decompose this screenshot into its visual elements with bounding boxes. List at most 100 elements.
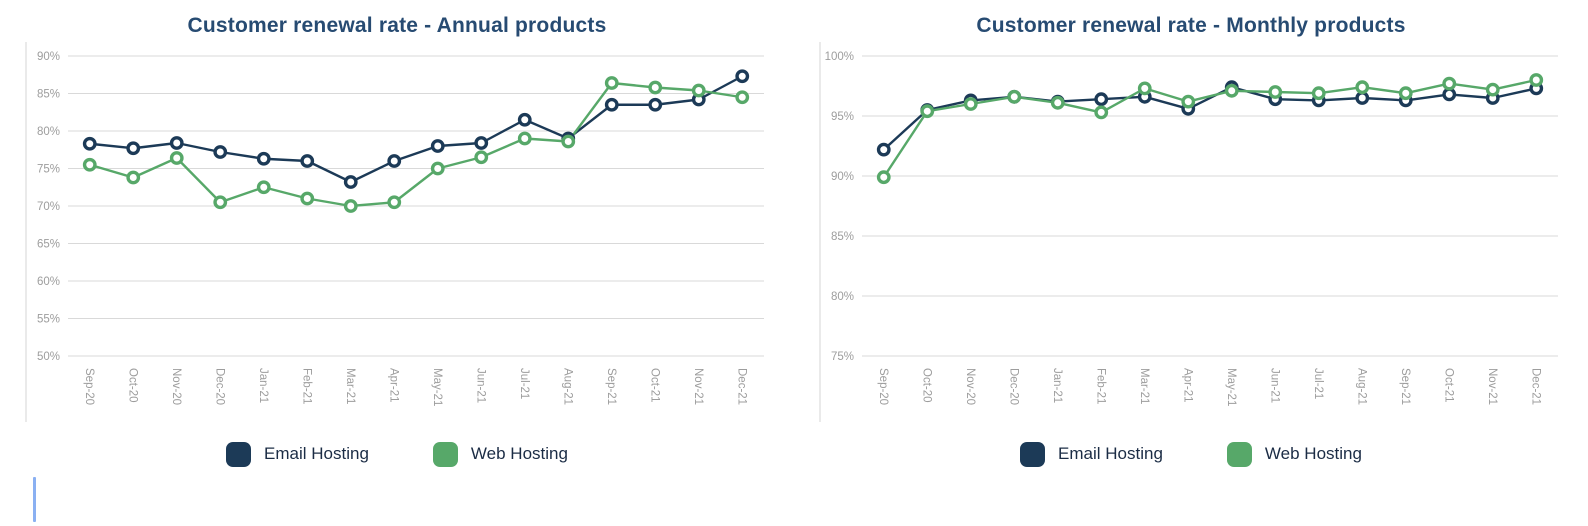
series-line-email-hosting: [88, 75, 744, 184]
data-point-web-hosting[interactable]: [1007, 89, 1022, 104]
y-tick-label: 95%: [831, 111, 854, 123]
data-point-web-hosting[interactable]: [517, 131, 532, 146]
data-point-email-hosting[interactable]: [735, 69, 750, 84]
legend-item-email-hosting[interactable]: Email Hosting: [226, 441, 369, 467]
chart-title-annual: Customer renewal rate - Annual products: [187, 14, 607, 37]
x-tick-label: May-21: [1225, 368, 1237, 406]
x-tick-label: Oct-21: [1442, 368, 1454, 403]
x-tick-label: Dec-21: [735, 368, 747, 405]
data-point-web-hosting[interactable]: [1529, 73, 1544, 87]
legend-monthly: Email Hosting Web Hosting: [794, 438, 1588, 470]
data-point-web-hosting[interactable]: [126, 170, 141, 185]
data-point-web-hosting[interactable]: [691, 83, 706, 98]
y-tick-label: 50%: [37, 351, 60, 363]
x-tick-label: Aug-21: [561, 368, 573, 405]
data-point-email-hosting[interactable]: [169, 136, 184, 150]
data-point-web-hosting[interactable]: [213, 195, 228, 210]
text-cursor-artifact: [33, 477, 36, 522]
data-point-email-hosting[interactable]: [876, 142, 891, 157]
data-point-email-hosting[interactable]: [213, 145, 228, 159]
legend-swatch-email-hosting: [226, 441, 252, 467]
x-tick-label: Aug-21: [1355, 368, 1367, 405]
monthly-renewal-line-chart: 75% 80% 85% 90% 95% 100% Sep-20 Oct-20 Nov-20 Dec…: [819, 42, 1558, 422]
data-point-web-hosting[interactable]: [169, 151, 184, 165]
data-point-web-hosting[interactable]: [1268, 85, 1283, 99]
data-point-email-hosting[interactable]: [430, 139, 445, 153]
data-point-email-hosting[interactable]: [517, 112, 532, 127]
data-point-web-hosting[interactable]: [648, 80, 663, 95]
data-point-web-hosting[interactable]: [474, 150, 489, 165]
y-tick-label: 65%: [37, 239, 60, 251]
data-point-web-hosting[interactable]: [1311, 86, 1326, 101]
data-point-web-hosting[interactable]: [300, 191, 315, 206]
legend-item-web-hosting[interactable]: Web Hosting: [1226, 441, 1362, 467]
data-point-email-hosting[interactable]: [343, 175, 358, 189]
data-point-email-hosting[interactable]: [126, 141, 141, 156]
legend-label-email-hosting: Email Hosting: [1058, 444, 1163, 463]
legend-label-web-hosting: Web Hosting: [470, 444, 568, 463]
y-tick-label: 85%: [37, 89, 60, 101]
data-point-email-hosting[interactable]: [387, 154, 402, 168]
data-point-web-hosting[interactable]: [1137, 81, 1152, 96]
x-tick-label: Dec-21: [1529, 368, 1541, 405]
chart-panel-annual: Customer renewal rate - Annual products …: [0, 14, 794, 470]
data-point-web-hosting[interactable]: [82, 157, 97, 172]
y-tick-label: 75%: [37, 164, 60, 176]
y-tick-label: 55%: [37, 314, 60, 326]
x-tick-label: Jun-21: [474, 368, 486, 403]
data-point-web-hosting[interactable]: [1398, 86, 1413, 101]
data-point-web-hosting[interactable]: [387, 195, 402, 210]
data-point-web-hosting[interactable]: [604, 76, 619, 90]
data-point-web-hosting[interactable]: [256, 180, 271, 195]
y-tick-label: 90%: [37, 51, 60, 63]
legend-item-email-hosting[interactable]: Email Hosting: [1020, 441, 1163, 467]
x-tick-label: Sep-20: [877, 368, 889, 405]
legend-item-web-hosting[interactable]: Web Hosting: [432, 441, 568, 467]
data-point-email-hosting[interactable]: [1442, 87, 1457, 102]
y-tick-label: 75%: [831, 351, 854, 363]
data-point-email-hosting[interactable]: [1355, 91, 1370, 105]
data-point-email-hosting[interactable]: [300, 154, 315, 168]
x-tick-label: Jul-21: [518, 368, 530, 399]
x-tick-label: Oct-20: [126, 368, 138, 403]
legend-swatch-email-hosting: [1020, 441, 1046, 467]
data-point-web-hosting[interactable]: [343, 199, 358, 213]
data-point-web-hosting[interactable]: [1442, 76, 1457, 91]
data-point-web-hosting[interactable]: [561, 134, 576, 149]
data-point-email-hosting[interactable]: [256, 151, 271, 166]
data-point-web-hosting[interactable]: [1485, 82, 1500, 97]
data-point-email-hosting[interactable]: [604, 97, 619, 112]
data-point-web-hosting[interactable]: [1181, 94, 1196, 109]
data-point-web-hosting[interactable]: [1224, 83, 1239, 98]
x-tick-label: Dec-20: [213, 368, 225, 405]
y-tick-label: 90%: [831, 171, 854, 183]
x-tick-label: Jan-21: [1051, 368, 1063, 403]
y-tick-label: 80%: [831, 291, 854, 303]
data-point-email-hosting[interactable]: [82, 136, 97, 151]
y-tick-label: 80%: [37, 126, 60, 138]
data-point-web-hosting[interactable]: [920, 104, 935, 119]
x-tick-label: Nov-21: [692, 368, 704, 405]
x-tick-label: Nov-20: [170, 368, 182, 405]
data-point-web-hosting[interactable]: [1050, 95, 1065, 110]
y-tick-label: 60%: [37, 276, 60, 288]
data-point-email-hosting[interactable]: [648, 97, 663, 112]
data-point-email-hosting[interactable]: [474, 136, 489, 150]
data-point-web-hosting[interactable]: [735, 90, 750, 105]
data-point-web-hosting[interactable]: [430, 161, 445, 176]
x-tick-label: Feb-21: [300, 368, 312, 404]
x-tick-label: Apr-21: [387, 368, 399, 403]
annual-renewal-line-chart: 50% 55% 60% 65% 70% 75% 80% 85% 90% Sep-20 Oct-20 N…: [25, 42, 764, 422]
x-tick-label: Jul-21: [1312, 368, 1324, 399]
x-tick-label: Jan-21: [257, 368, 269, 403]
y-tick-label: 100%: [825, 51, 854, 63]
legend-label-email-hosting: Email Hosting: [264, 444, 369, 463]
data-point-email-hosting[interactable]: [1094, 92, 1109, 107]
x-tick-label: Sep-20: [83, 368, 95, 405]
data-point-web-hosting[interactable]: [963, 97, 978, 111]
data-point-web-hosting[interactable]: [1094, 105, 1109, 120]
data-point-web-hosting[interactable]: [1355, 80, 1370, 95]
legend-annual: Email Hosting Web Hosting: [0, 438, 794, 470]
x-tick-label: Apr-21: [1181, 368, 1193, 403]
data-point-web-hosting[interactable]: [876, 170, 891, 185]
